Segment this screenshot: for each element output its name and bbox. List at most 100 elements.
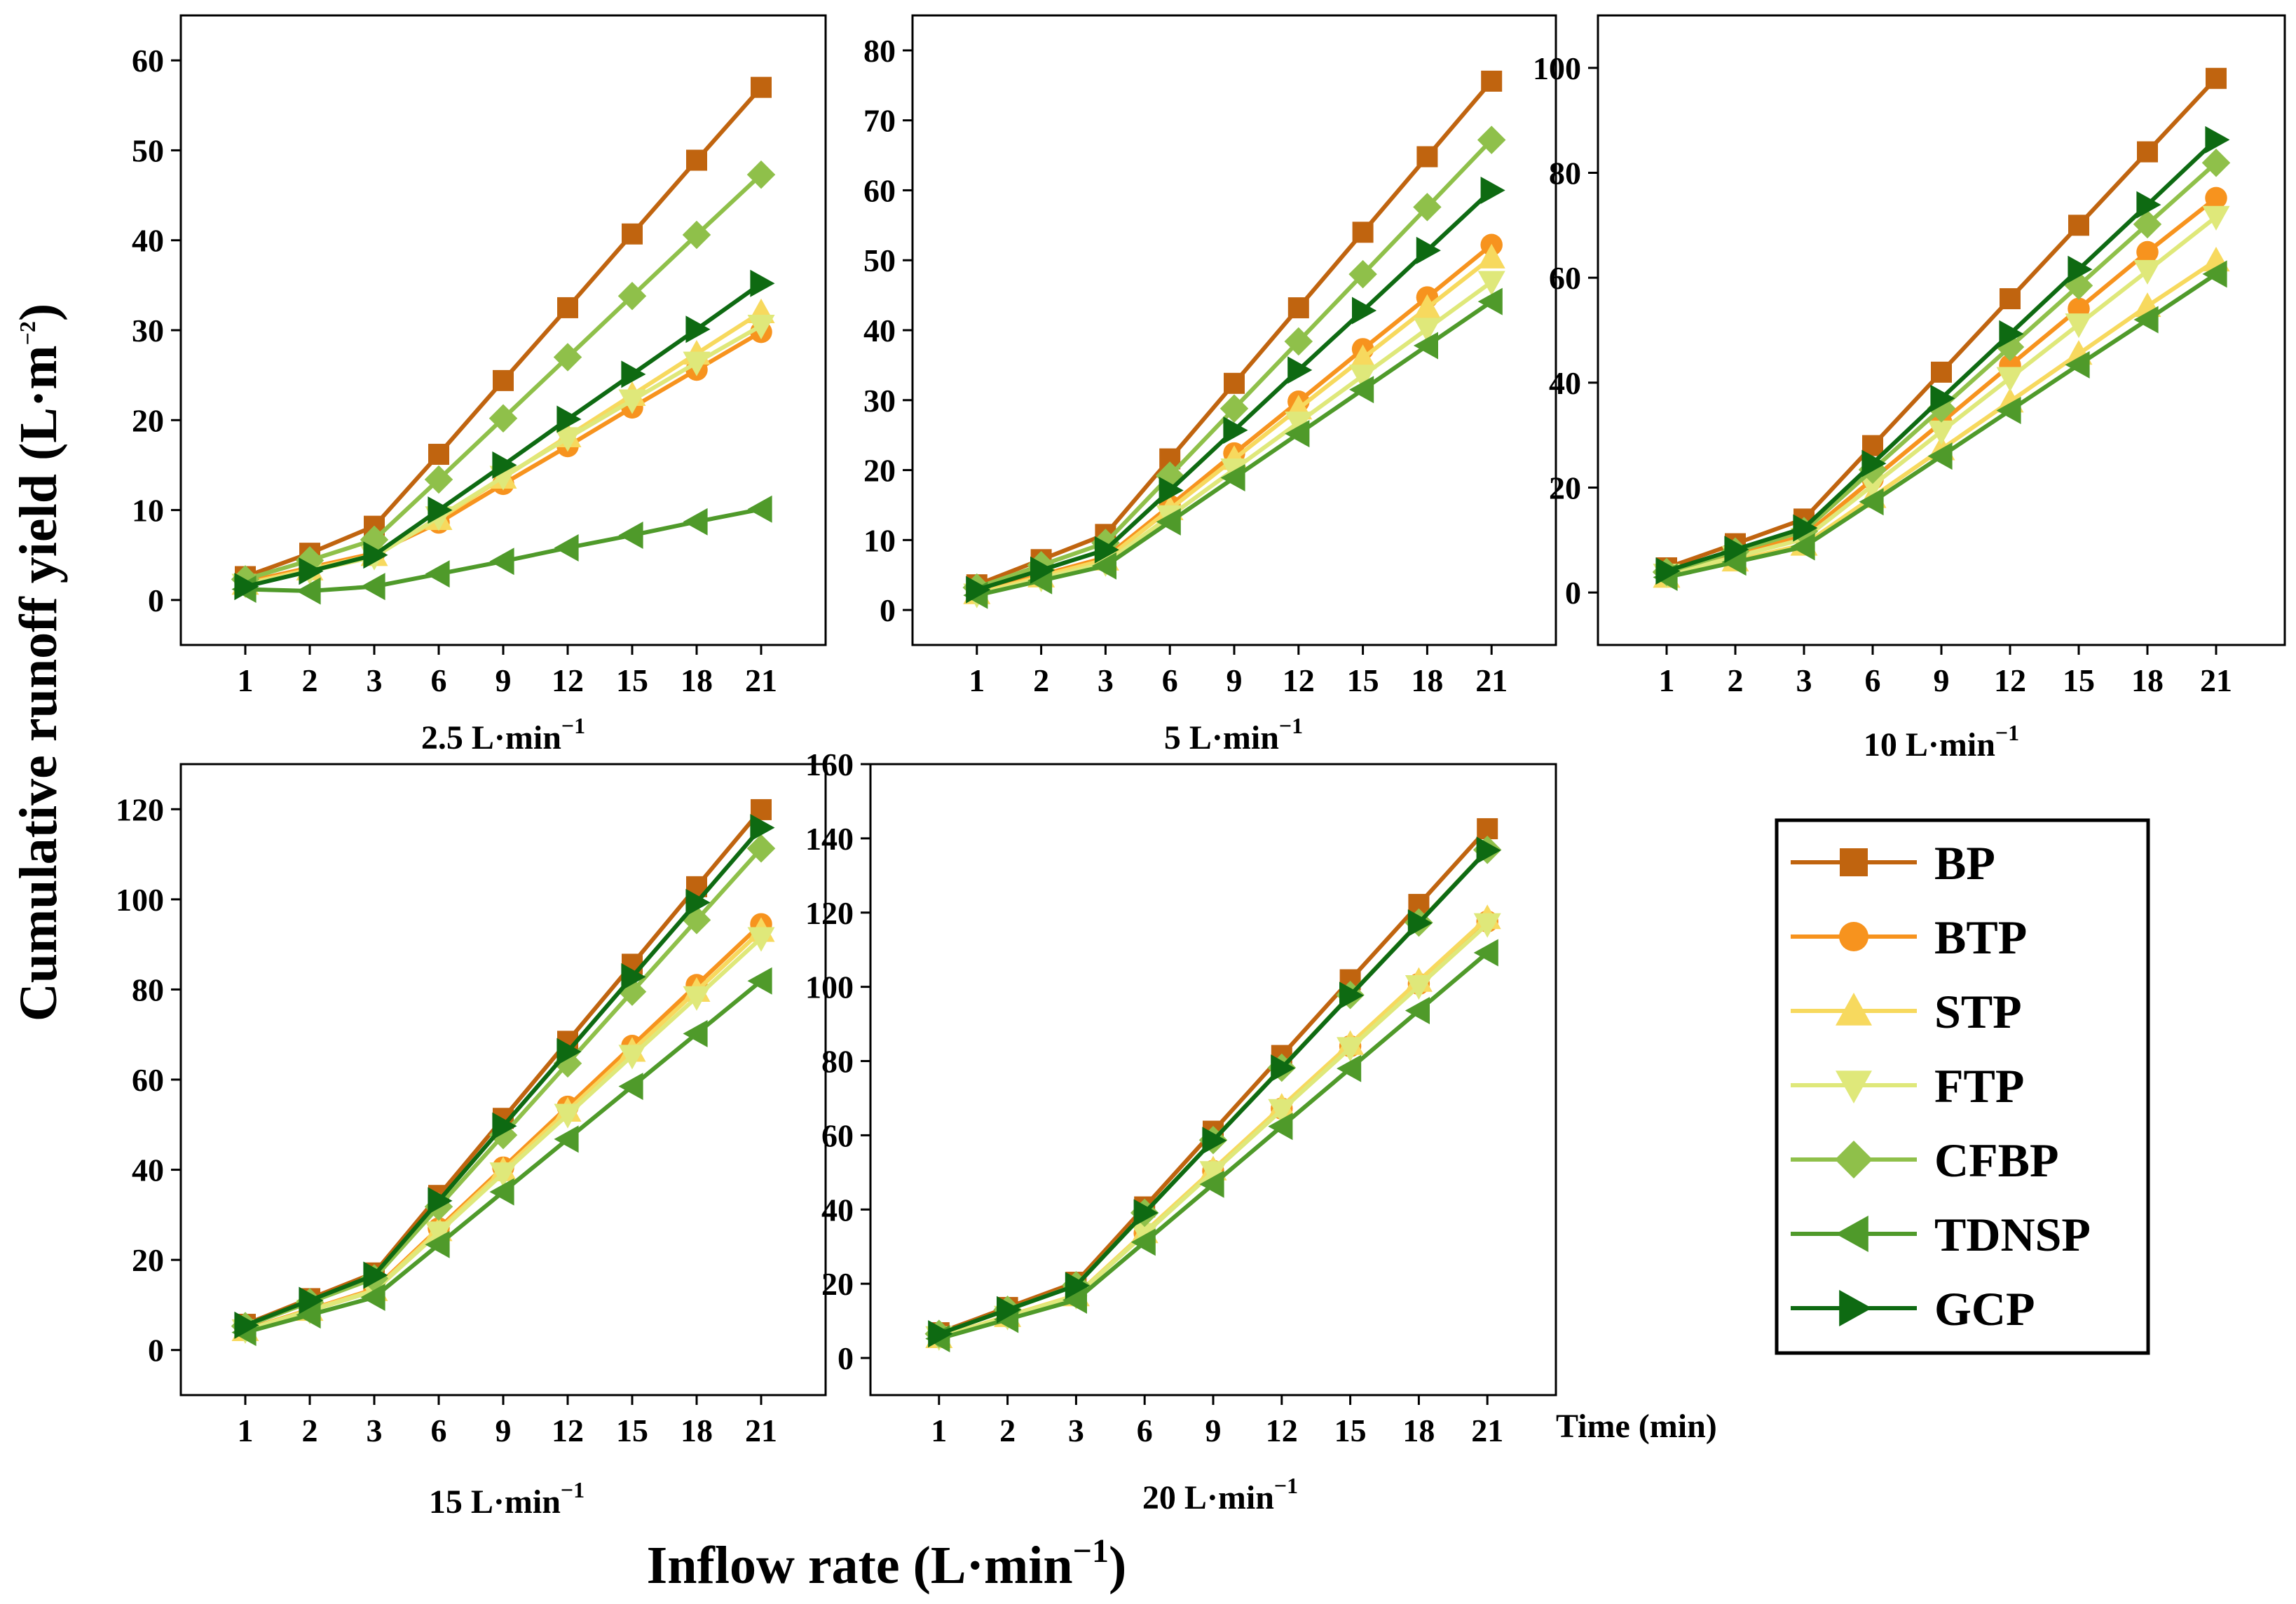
data-point-cfbp <box>1413 193 1442 222</box>
series-tdnsp <box>963 287 1503 609</box>
plot-frame <box>179 763 827 1396</box>
x-tick-label: 6 <box>431 1413 447 1448</box>
y-tick-label: 140 <box>805 821 854 857</box>
data-point-bp <box>428 444 449 465</box>
y-tick-label: 20 <box>1549 470 1581 506</box>
data-point-gcp <box>621 963 646 991</box>
data-point-ftp <box>2065 313 2093 339</box>
series-bp <box>966 70 1503 596</box>
data-point-tdnsp <box>360 1284 385 1311</box>
data-point-ftp <box>1285 412 1313 437</box>
x-tick-label: 15 <box>1334 1413 1367 1448</box>
x-axis-label: Inflow rate (L·min−1) <box>647 1532 1127 1595</box>
x-tick-label: 15 <box>2063 662 2095 698</box>
y-tick-label: 40 <box>132 1153 164 1188</box>
data-point-ftp <box>425 1221 453 1246</box>
legend-item-bp: BP <box>1791 836 1995 890</box>
legend-item-stp: STP <box>1791 985 2022 1038</box>
data-point-ftp <box>489 1162 517 1188</box>
series-gcp <box>1655 125 2230 585</box>
data-point-gcp <box>966 576 991 604</box>
data-point-gcp <box>1724 536 1749 564</box>
legend-item-cfbp: CFBP <box>1791 1134 2059 1187</box>
data-point-stp <box>1349 344 1377 369</box>
data-point-ftp <box>554 427 582 452</box>
data-point-cfbp <box>424 465 453 494</box>
data-point-gcp <box>1223 416 1248 444</box>
y-tick-label: 0 <box>148 583 164 618</box>
x-tick-label: 18 <box>1402 1413 1435 1448</box>
y-tick-label: 30 <box>132 313 164 348</box>
data-point-tdnsp <box>1996 396 2021 424</box>
data-point-tdnsp <box>747 967 772 995</box>
y-tick-label: 20 <box>821 1266 854 1302</box>
data-point-tdnsp <box>1413 332 1438 360</box>
data-point-ftp <box>1859 474 1887 500</box>
data-point-ftp <box>1268 1099 1296 1124</box>
series-line-bp <box>244 808 763 1326</box>
data-point-gcp <box>492 1112 517 1140</box>
x-tick-label: 3 <box>367 662 383 698</box>
x-tick-label: 2 <box>1728 662 1744 698</box>
x-tick-label: 12 <box>552 662 584 698</box>
y-tick-label: 50 <box>863 243 896 278</box>
x-tick-label: 9 <box>496 1413 512 1448</box>
data-point-tdnsp <box>1473 939 1498 967</box>
data-point-tdnsp <box>360 573 385 601</box>
data-point-bp <box>686 149 707 171</box>
series-tdnsp <box>231 495 772 605</box>
x-tick-label: 6 <box>1162 662 1178 698</box>
legend-marker-tdnsp <box>1836 1216 1868 1252</box>
legend-items: BP BTP STP FTP CFBP TDNSP GCP <box>1791 836 2091 1335</box>
x-tick-label: 1 <box>238 1413 254 1448</box>
legend-label: FTP <box>1934 1059 2024 1113</box>
y-tick-label: 0 <box>838 1340 854 1376</box>
data-point-tdnsp <box>618 521 643 549</box>
x-tick-label: 6 <box>431 662 447 698</box>
data-point-gcp <box>750 814 775 842</box>
data-point-gcp <box>2136 191 2161 219</box>
data-point-ftp <box>747 927 775 952</box>
data-point-gcp <box>685 315 711 344</box>
data-point-tdnsp <box>425 1230 450 1258</box>
series-cfbp <box>962 125 1506 602</box>
y-tick-label: 10 <box>132 493 164 529</box>
data-point-gcp <box>1480 176 1505 204</box>
y-tick-label: 80 <box>821 1044 854 1080</box>
data-point-bp <box>2068 215 2089 236</box>
data-point-gcp <box>1999 320 2024 348</box>
y-tick-label: 60 <box>1549 260 1581 296</box>
data-point-ftp <box>1337 1037 1365 1062</box>
data-point-ftp <box>618 389 646 414</box>
x-tick-label: 12 <box>1266 1413 1298 1448</box>
data-point-gcp <box>1094 536 1119 564</box>
data-point-gcp <box>1287 356 1313 384</box>
x-tick-label: 1 <box>238 662 254 698</box>
data-point-ftp <box>618 1045 646 1070</box>
data-point-gcp <box>1352 297 1377 325</box>
data-point-tdnsp <box>1859 488 1884 516</box>
data-point-cfbp <box>1477 125 1506 154</box>
series-line-bp <box>938 827 1489 1335</box>
x-tick-label: 2 <box>999 1413 1016 1448</box>
data-point-cfbp <box>1284 327 1313 356</box>
x-tick-label: 1 <box>969 662 985 698</box>
x-tick-label: 9 <box>1934 662 1950 698</box>
data-point-gcp <box>685 888 711 916</box>
legend-item-btp: BTP <box>1791 911 2027 964</box>
data-point-bp <box>1287 297 1309 319</box>
x-tick-label: 21 <box>2200 662 2232 698</box>
data-point-tdnsp <box>296 1301 321 1329</box>
data-point-bp <box>1481 70 1503 92</box>
legend: BP BTP STP FTP CFBP TDNSP GCP <box>1775 818 2150 1355</box>
x-tick-label: 9 <box>1205 1413 1222 1448</box>
series-line-bp <box>976 79 1494 587</box>
legend-label: BP <box>1934 836 1995 890</box>
x-tick-label: 18 <box>681 662 713 698</box>
data-point-bp <box>2206 67 2227 89</box>
panel-caption: 10 L·min−1 <box>1864 720 2019 763</box>
legend-label: STP <box>1934 985 2022 1038</box>
data-point-gcp <box>363 1261 388 1289</box>
legend-item-tdnsp: TDNSP <box>1791 1208 2091 1261</box>
